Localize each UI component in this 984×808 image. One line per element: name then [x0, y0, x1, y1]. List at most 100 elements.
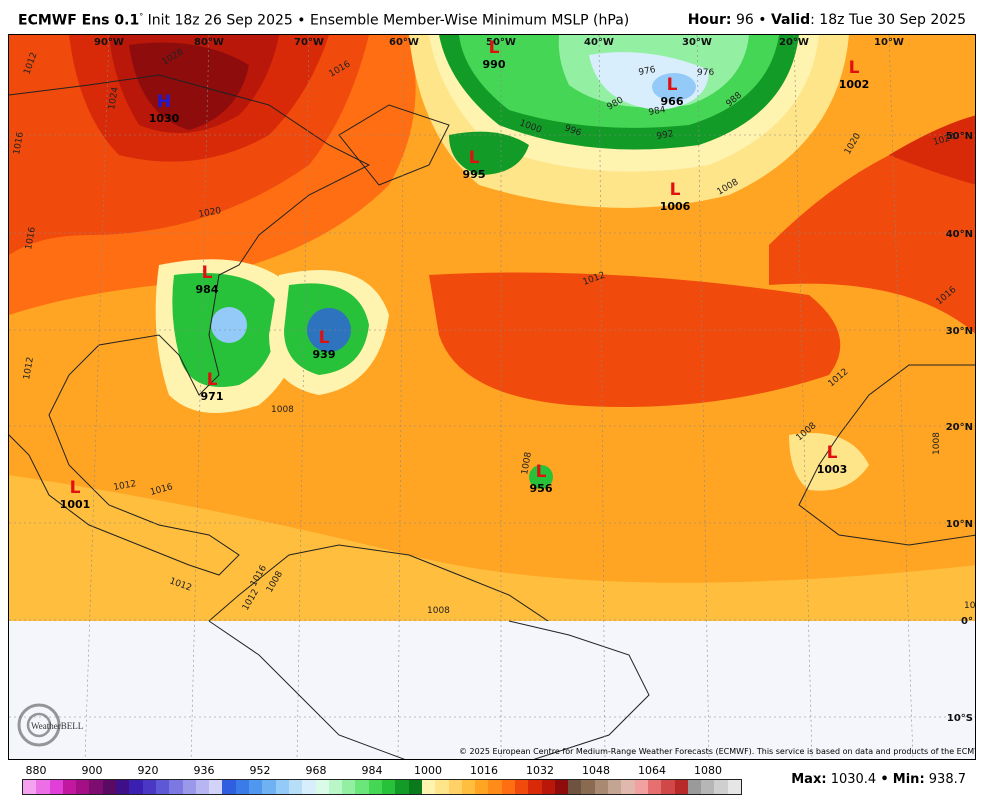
colorbar-swatch [421, 780, 436, 794]
colorbar-swatch [501, 780, 515, 794]
max-value: 1030.4 [830, 772, 877, 787]
system-value: 971 [201, 390, 224, 403]
colorbar-swatch [647, 780, 662, 794]
colorbar-swatch [142, 780, 156, 794]
isobar-label: 1012 [113, 479, 137, 493]
colorbar-swatch [382, 780, 396, 794]
low-core-966 [652, 73, 696, 101]
system-value: 939 [313, 348, 336, 361]
colorbar-tick: 984 [361, 764, 383, 777]
system-value: 1002 [839, 78, 870, 91]
system-value: 990 [483, 58, 506, 71]
colorbar-swatch [528, 780, 542, 794]
system-letter: H [157, 92, 171, 112]
isobar-label: 1020 [198, 206, 223, 220]
colorbar-swatch [554, 780, 569, 794]
map-canvas: 90°W 80°W 70°W 60°W 50°W 40°W 30°W 20°W 10°W 50°N… [9, 35, 975, 759]
colorbar-swatch [701, 780, 715, 794]
colorbar-swatch [435, 780, 449, 794]
colorbar-swatch [302, 780, 316, 794]
isobar-label: 1008 [271, 405, 294, 415]
colorbar-swatch [288, 780, 303, 794]
system-letter: L [670, 180, 681, 200]
system-value: 1001 [60, 498, 91, 511]
colorbar-swatch [727, 780, 742, 794]
colorbar-swatch [275, 780, 289, 794]
colorbar-swatch [262, 780, 276, 794]
lon-label: 80°W [194, 37, 224, 48]
low-core-995 [449, 131, 529, 175]
isobar-label: 1008 [520, 451, 534, 476]
colorbar-swatch [49, 780, 63, 794]
lon-label: 20°W [779, 37, 809, 48]
system-letter: L [469, 148, 480, 168]
colorbar-tick: 1048 [582, 764, 610, 777]
isobar-label: 984 [648, 105, 667, 118]
colorbar-tick: 920 [137, 764, 159, 777]
colorbar-swatch [328, 780, 343, 794]
pressure-field-1008 [9, 475, 975, 621]
meridian-line [84, 35, 110, 759]
isobar-label: 1016 [12, 131, 26, 156]
colorbar-swatch [408, 780, 422, 794]
lon-label: 90°W [94, 37, 124, 48]
colorbar-swatch [222, 780, 236, 794]
logo-text: WeatherBELL [31, 721, 83, 731]
colorbar-swatch [249, 780, 263, 794]
max-min-readout: Max: 1030.4 • Min: 938.7 [791, 772, 966, 787]
colorbar-swatch [634, 780, 648, 794]
lon-label: 70°W [294, 37, 324, 48]
title-right: Hour: 96 • Valid: 18z Tue 30 Sep 2025 [687, 12, 966, 28]
meridian-line [696, 35, 710, 759]
system-value: 984 [196, 283, 219, 296]
lat-label: 40°N [946, 229, 973, 240]
system-value: 1006 [660, 200, 691, 213]
meridian-line [397, 35, 405, 759]
system-letter: L [827, 443, 838, 463]
colorbar-swatch [608, 780, 622, 794]
colorbar-tick: 1064 [638, 764, 666, 777]
hour-value: 96 [735, 12, 754, 28]
lon-label: 50°W [486, 37, 516, 48]
lat-label: 10°S [947, 713, 973, 724]
no-data-area [9, 621, 975, 759]
valid-label: Valid [770, 12, 811, 28]
low-field-africa [789, 433, 869, 491]
mslp-map[interactable]: 90°W 80°W 70°W 60°W 50°W 40°W 30°W 20°W 10°W 50°N… [8, 34, 976, 760]
colorbar-swatch [488, 780, 502, 794]
lon-label: 30°W [682, 37, 712, 48]
high-core [129, 42, 249, 130]
colorbar-tick: 1000 [414, 764, 442, 777]
colorbar-swatch [621, 780, 635, 794]
model-name: ECMWF Ens 0.1 [18, 12, 140, 29]
colorbar-tick: 900 [81, 764, 103, 777]
isobar-label: 1024 [107, 86, 121, 111]
isobar-label: 1008 [932, 432, 942, 455]
system-value: 1003 [817, 463, 848, 476]
coastline-newfoundland [338, 104, 450, 186]
colorbar-swatch [155, 780, 170, 794]
colorbar-swatches [22, 779, 743, 795]
system-value: 956 [530, 482, 553, 495]
system-letter: L [667, 75, 678, 95]
colorbar-swatch [368, 780, 383, 794]
isobar-label: 992 [656, 129, 675, 142]
colorbar-swatch [23, 780, 37, 794]
init-time: Init 18z 26 Sep 2025 [147, 12, 293, 29]
header: ECMWF Ens 0.1° Init 18z 26 Sep 2025 • En… [0, 0, 984, 34]
coastline-africa [798, 364, 975, 546]
colorbar-swatch [89, 780, 103, 794]
colorbar-swatch [461, 780, 476, 794]
storm-core-florida [211, 307, 247, 343]
colorbar-swatch [594, 780, 609, 794]
colorbar-swatch [102, 780, 117, 794]
